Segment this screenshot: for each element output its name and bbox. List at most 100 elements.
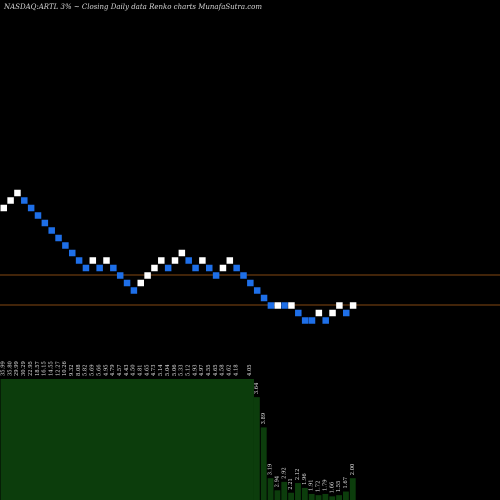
renko-brick-down: [82, 264, 90, 272]
volume-panel: [0, 379, 356, 500]
renko-brick-up: [14, 189, 21, 197]
renko-brick-down: [281, 302, 288, 309]
price-label: 18.57: [35, 361, 41, 376]
volume-bar: [349, 478, 356, 500]
renko-brick-down: [295, 309, 302, 317]
renko-brick-up: [349, 302, 357, 309]
volume-bar: [343, 491, 349, 500]
price-label: 4.93: [192, 364, 198, 376]
price-label: 1.91: [309, 479, 315, 491]
volume-bar: [260, 427, 267, 500]
price-label: 4.65: [213, 364, 219, 376]
volume-bar: [315, 495, 322, 500]
price-label: 22.95: [28, 361, 34, 376]
renko-brick-up: [226, 257, 234, 264]
volume-bar: [0, 379, 254, 500]
renko-brick-down: [123, 279, 131, 287]
price-label: 3.89: [261, 413, 267, 425]
renko-brick-up: [171, 257, 179, 264]
renko-brick-down: [253, 287, 261, 294]
renko-bricks: [0, 189, 357, 324]
volume-bar: [322, 493, 329, 500]
renko-brick-down: [267, 302, 275, 309]
renko-brick-up: [0, 204, 7, 212]
price-label: 2.94: [275, 475, 281, 487]
price-label: 4.58: [220, 364, 226, 376]
price-label: 4.97: [199, 364, 205, 376]
renko-brick-down: [164, 264, 172, 272]
renko-brick-down: [322, 317, 329, 324]
volume-bar: [267, 478, 274, 500]
price-label: 4.81: [138, 364, 144, 376]
price-label: 4.95: [103, 364, 109, 376]
renko-brick-down: [212, 272, 220, 279]
price-label: 2.92: [281, 467, 287, 479]
price-label: 8.08: [76, 364, 82, 376]
renko-brick-down: [55, 234, 62, 242]
price-label: 29.99: [14, 361, 20, 376]
renko-brick-down: [27, 204, 35, 212]
price-label: 5.14: [158, 364, 164, 376]
volume-bar: [274, 490, 281, 500]
price-label: 3.64: [254, 382, 260, 394]
renko-brick-down: [62, 242, 69, 249]
price-label: 5.33: [179, 364, 185, 376]
renko-brick-down: [75, 257, 83, 264]
renko-brick-up: [89, 257, 97, 264]
volume-bar: [336, 495, 342, 500]
price-label: 4.73: [151, 364, 157, 376]
price-label: 4.18: [233, 364, 239, 376]
renko-brick-up: [151, 264, 158, 272]
price-label: 1.96: [302, 473, 308, 485]
price-label: 1.55: [336, 481, 342, 493]
price-label: 9.32: [69, 364, 75, 376]
volume-bar: [329, 496, 336, 500]
renko-brick-down: [116, 272, 124, 279]
renko-brick-up: [178, 249, 186, 257]
renko-brick-up: [158, 257, 165, 264]
price-label: 1.79: [322, 479, 328, 491]
price-label: 1.66: [329, 482, 335, 494]
renko-brick-up: [137, 279, 144, 287]
price-label: 10.26: [62, 361, 68, 376]
renko-brick-down: [206, 264, 213, 272]
renko-brick-up: [7, 197, 14, 204]
renko-brick-up: [288, 302, 295, 309]
renko-brick-up: [219, 264, 227, 272]
volume-bar: [288, 492, 295, 500]
price-label: 12.27: [55, 361, 61, 376]
price-label: 4.79: [110, 364, 116, 376]
volume-bar: [308, 493, 315, 500]
price-label: 2.00: [350, 464, 356, 476]
price-label: 35.80: [7, 361, 13, 376]
renko-brick-down: [69, 249, 76, 257]
price-label: 2.21: [288, 478, 294, 490]
price-label: 4.55: [206, 364, 212, 376]
price-label: 5.12: [185, 364, 191, 376]
renko-brick-down: [34, 212, 42, 219]
volume-bar: [253, 397, 260, 500]
renko-brick-up: [274, 302, 281, 309]
renko-brick-down: [247, 279, 254, 287]
reference-lines: [0, 274, 500, 306]
price-label: 1.67: [343, 477, 349, 489]
renko-brick-up: [144, 272, 151, 279]
renko-brick-down: [260, 294, 268, 302]
renko-brick-down: [21, 197, 28, 204]
renko-brick-up: [103, 257, 110, 264]
price-label: 30.29: [21, 361, 27, 376]
price-label: 2.12: [295, 468, 301, 480]
renko-brick-down: [308, 317, 316, 324]
price-label: 1.72: [316, 481, 322, 493]
renko-brick-down: [41, 219, 49, 227]
price-label: 35.99: [1, 361, 7, 376]
renko-brick-down: [48, 227, 55, 234]
volume-bar: [295, 483, 301, 500]
renko-brick-down: [343, 309, 350, 317]
price-label: 14.55: [48, 361, 54, 376]
price-labels: 35.99 35.80 29.99 30.29 22.95 18.57 16.15 14.55…: [1, 361, 356, 493]
volume-bar: [281, 481, 288, 500]
renko-brick-down: [192, 264, 199, 272]
price-label: 5.69: [90, 364, 96, 376]
